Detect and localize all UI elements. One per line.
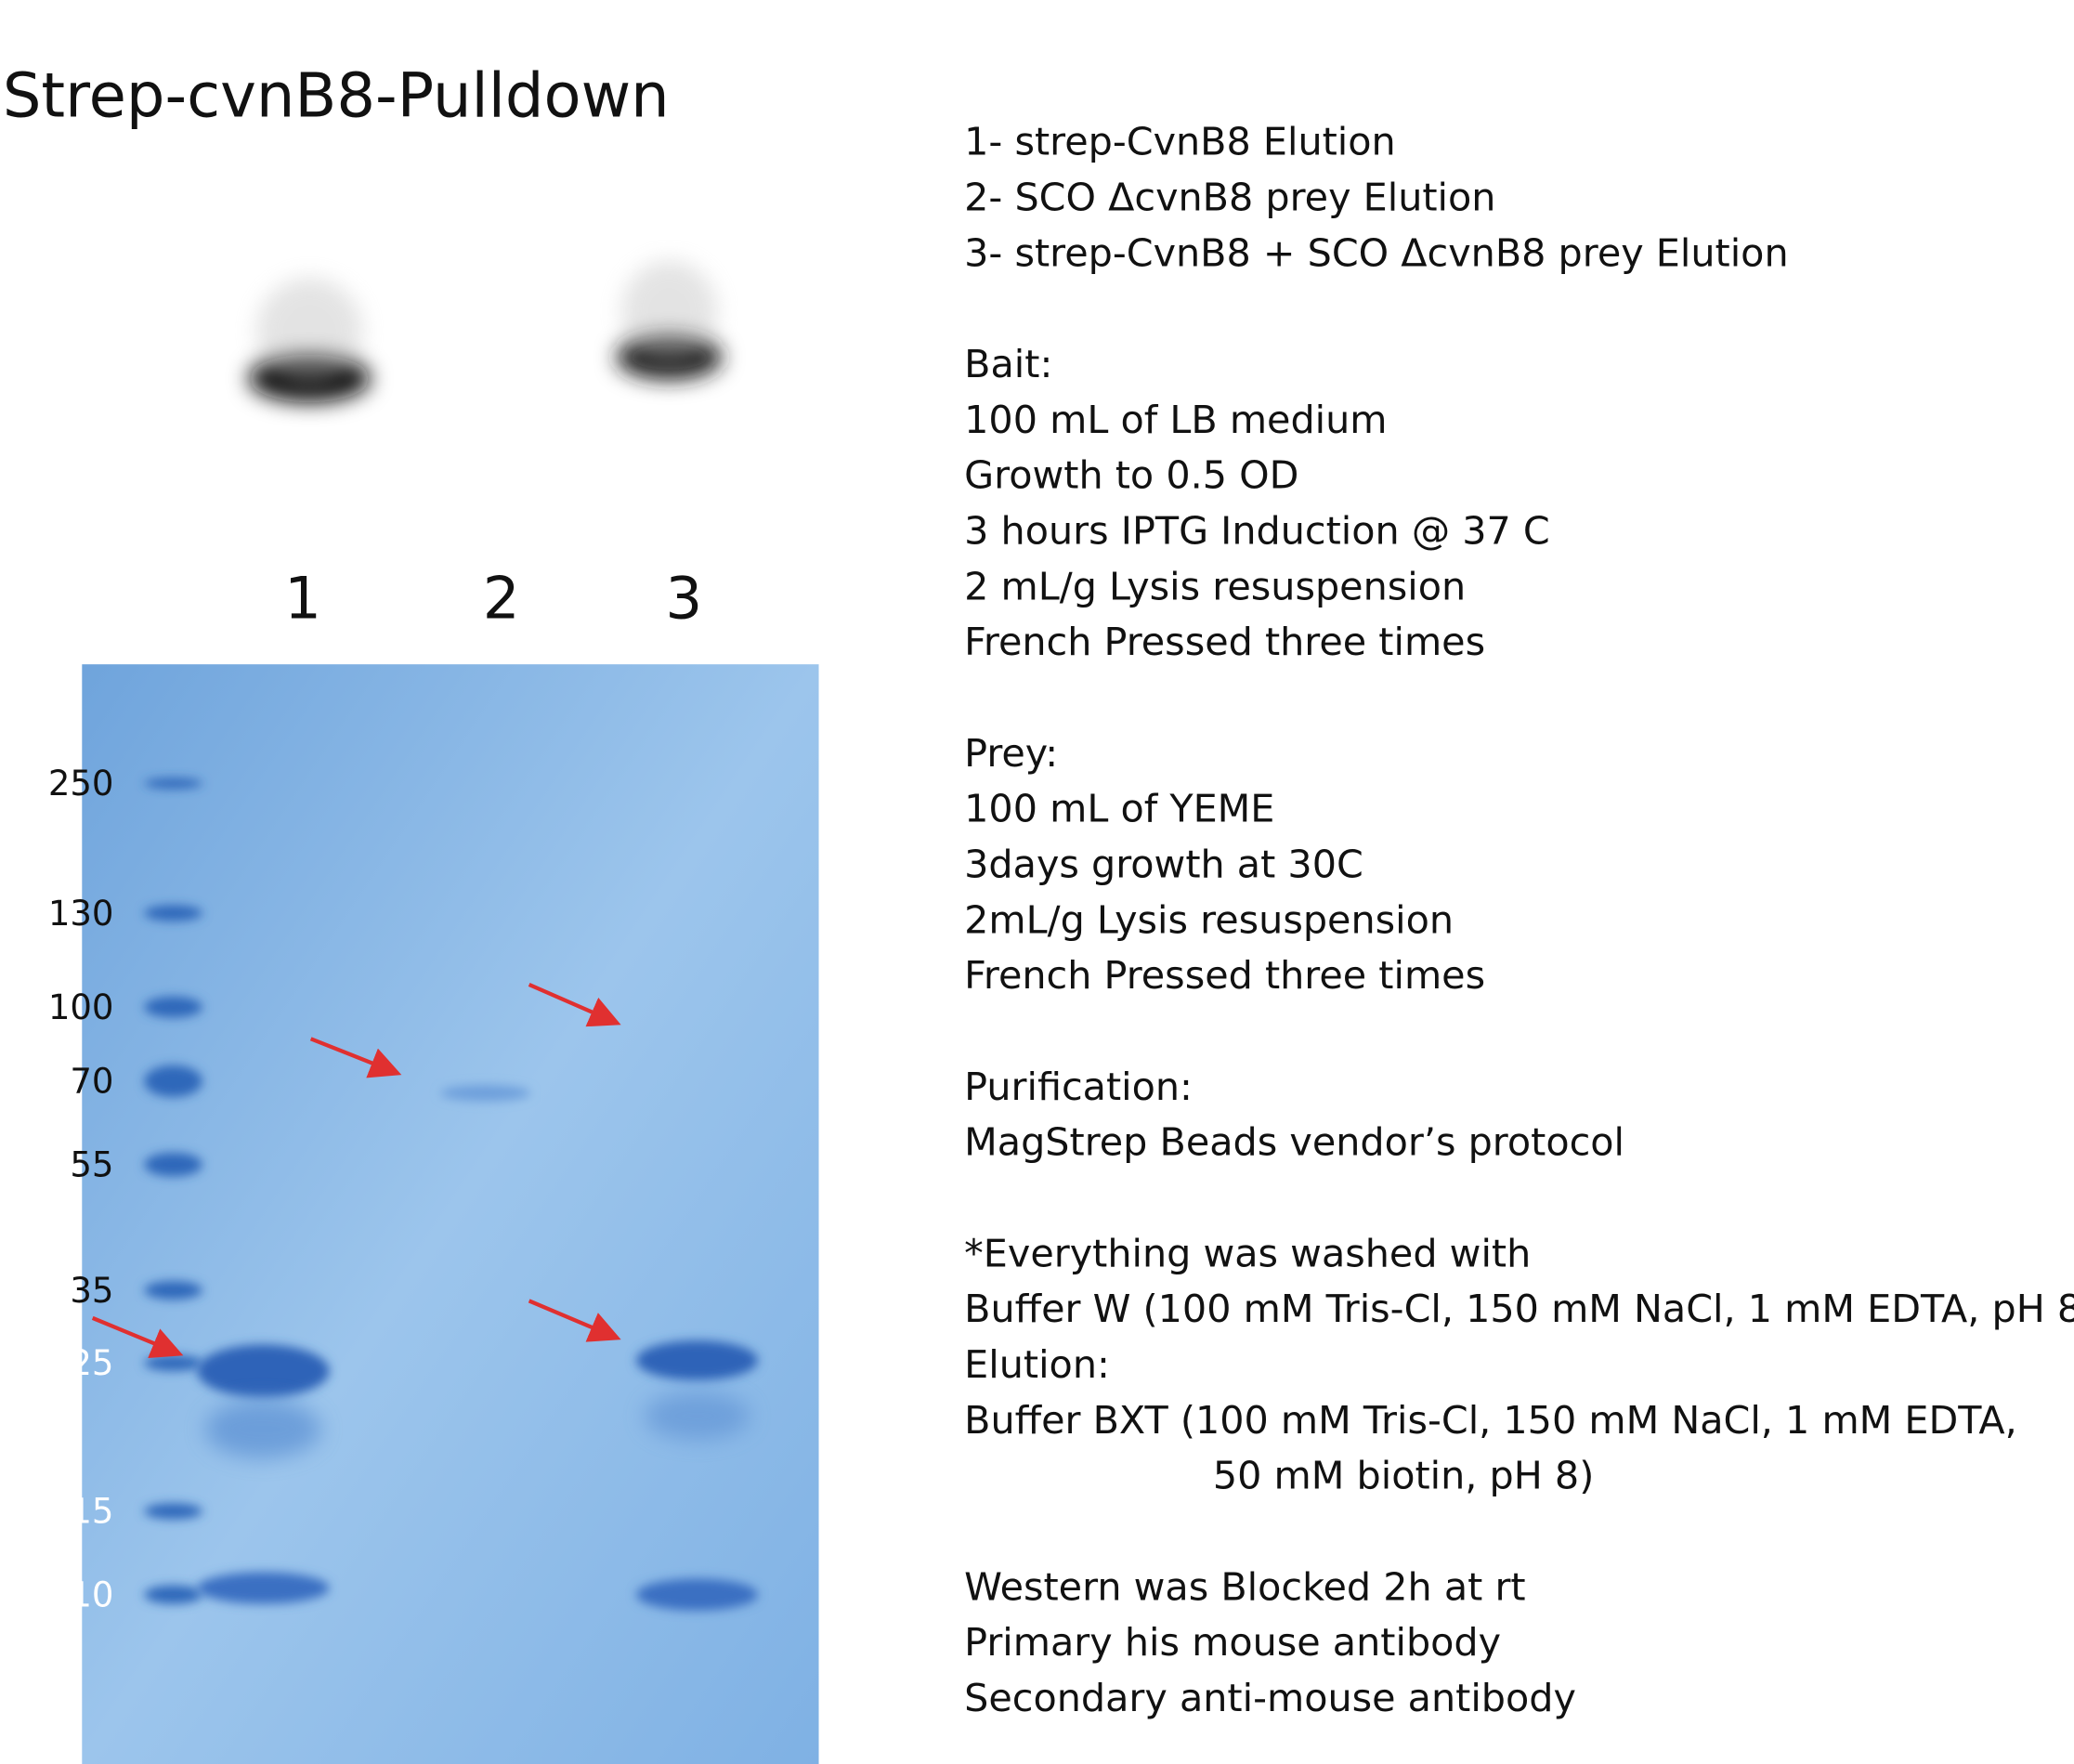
lane-label: 1	[284, 564, 321, 632]
note-line: 1- strep-CvnB8 Elution	[964, 120, 1396, 164]
ladder-band	[144, 1152, 202, 1177]
note-line: *Everything was washed with	[964, 1231, 1531, 1275]
ladder-band	[144, 1503, 202, 1520]
note-line: 100 mL of LB medium	[964, 398, 1387, 442]
western-blot	[248, 260, 723, 403]
note-line: Growth to 0.5 OD	[964, 453, 1298, 498]
note-line: 100 mL of YEME	[964, 787, 1274, 831]
note-line: 50 mM biotin, pH 8)	[1213, 1454, 1594, 1498]
note-line: 2 mL/g Lysis resuspension	[964, 564, 1466, 608]
lane-label: 2	[483, 564, 520, 632]
marker-label: 35	[70, 1271, 113, 1311]
title: Strep-cvnB8-Pulldown	[3, 60, 670, 131]
note-line: 2- SCO ΔcvnB8 prey Elution	[964, 176, 1495, 220]
marker-label: 250	[48, 764, 114, 804]
ladder-band	[144, 1585, 202, 1604]
note-line: 3- strep-CvnB8 + SCO ΔcvnB8 prey Elution	[964, 230, 1788, 275]
note-line: 3days growth at 30C	[964, 843, 1363, 887]
ladder-band	[144, 777, 202, 790]
note-line: Western was Blocked 2h at rt	[964, 1564, 1525, 1609]
gel: 250 130 100 70 55 35 25 15 10	[48, 664, 819, 1764]
note-line: Buffer BXT (100 mM Tris-Cl, 150 mM NaCl,…	[964, 1398, 2017, 1443]
note-line: Secondary anti-mouse antibody	[964, 1676, 1576, 1720]
ladder-band	[144, 1354, 202, 1371]
note-line: French Pressed three times	[964, 620, 1485, 664]
note-line: Purification:	[964, 1065, 1193, 1109]
marker-label: 130	[48, 894, 114, 934]
note-line: Primary his mouse antibody	[964, 1620, 1501, 1665]
note-line: Bait:	[964, 342, 1052, 386]
ladder-band	[144, 996, 202, 1018]
note-line: Buffer W (100 mM Tris-Cl, 150 mM NaCl, 1…	[964, 1287, 2074, 1331]
note-line: 2mL/g Lysis resuspension	[964, 897, 1454, 942]
marker-label: 100	[48, 987, 114, 1027]
marker-label: 70	[70, 1062, 113, 1102]
marker-label: 55	[70, 1144, 113, 1184]
note-line: MagStrep Beads vendor’s protocol	[964, 1120, 1624, 1165]
ladder-band	[144, 1065, 202, 1097]
ladder-band	[144, 905, 202, 921]
marker-label: 15	[70, 1492, 113, 1532]
note-line: Prey:	[964, 731, 1058, 776]
marker-label: 25	[70, 1343, 113, 1383]
note-line: Elution:	[964, 1342, 1110, 1387]
note-line: French Pressed three times	[964, 953, 1485, 998]
ladder-band	[144, 1281, 202, 1300]
note-line: 3 hours IPTG Induction @ 37 C	[964, 509, 1550, 554]
marker-label: 10	[70, 1575, 113, 1614]
lane-label: 3	[665, 564, 702, 632]
